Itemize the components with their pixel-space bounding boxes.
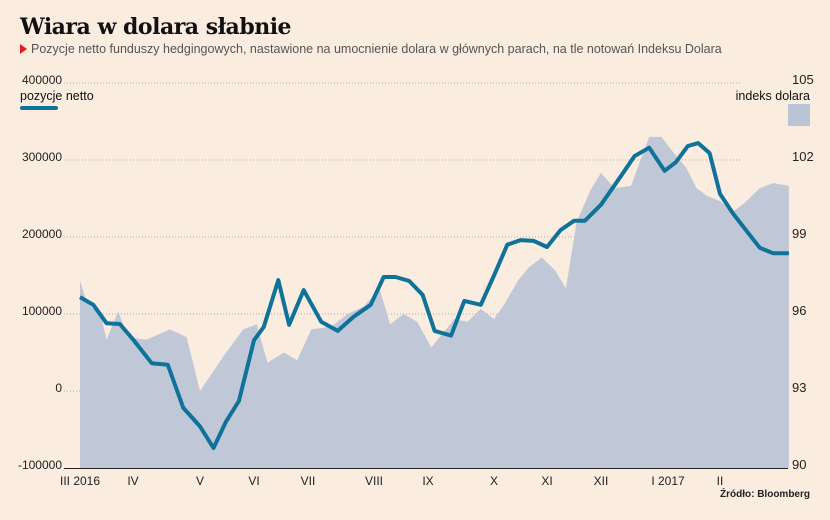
- x-axis-tick-label: III 2016: [60, 474, 100, 488]
- x-axis-tick-label: V: [196, 474, 204, 488]
- x-axis-tick-label: VIII: [365, 474, 383, 488]
- x-axis-tick-label: XI: [541, 474, 552, 488]
- bullet-triangle-icon: [20, 44, 27, 54]
- right-axis-tick-label: 93: [792, 380, 806, 395]
- legend-label-net-positions: pozycje netto: [20, 89, 94, 103]
- chart-subtitle: Pozycje netto funduszy hedgingowych, nas…: [20, 42, 722, 56]
- right-axis-tick-label: 90: [792, 457, 806, 472]
- right-axis-tick-label: 96: [792, 303, 806, 318]
- x-axis-tick-label: VI: [248, 474, 259, 488]
- net-positions-line: [78, 141, 789, 450]
- chart-title: Wiara w dolara słabnie: [20, 14, 292, 40]
- right-axis-tick-label: 105: [792, 72, 814, 87]
- legend-swatch-area: [788, 104, 810, 126]
- right-axis-tick-label: 102: [792, 149, 814, 164]
- x-axis-tick-label: VII: [301, 474, 316, 488]
- axis-labels: 400000 300000 200000 100000 0 -100000 105 102 99…: [18, 72, 814, 488]
- left-axis-tick-label: -100000: [18, 458, 62, 472]
- x-axis-tick-label: I 2017: [651, 474, 685, 488]
- left-axis-tick-label: 400000: [22, 73, 62, 87]
- left-axis-tick-label: 0: [55, 381, 62, 395]
- subtitle-text: Pozycje netto funduszy hedgingowych, nas…: [31, 42, 722, 56]
- x-axis-tick-label: XII: [594, 474, 609, 488]
- left-axis-tick-label: 300000: [22, 150, 62, 164]
- source-note: Źródło: Bloomberg: [720, 489, 810, 500]
- x-axis-tick-label: II: [717, 474, 724, 488]
- left-axis-tick-label: 100000: [22, 304, 62, 318]
- x-axis-tick-label: X: [490, 474, 498, 488]
- x-axis-tick-label: IX: [422, 474, 433, 488]
- x-axis-tick-label: IV: [127, 474, 138, 488]
- legend-label-dollar-index: indeks dolara: [736, 89, 810, 103]
- right-axis-tick-label: 99: [792, 226, 806, 241]
- dollar-index-area: [80, 136, 789, 468]
- left-axis-tick-label: 200000: [22, 227, 62, 241]
- legend: pozycje netto indeks dolara: [20, 89, 810, 126]
